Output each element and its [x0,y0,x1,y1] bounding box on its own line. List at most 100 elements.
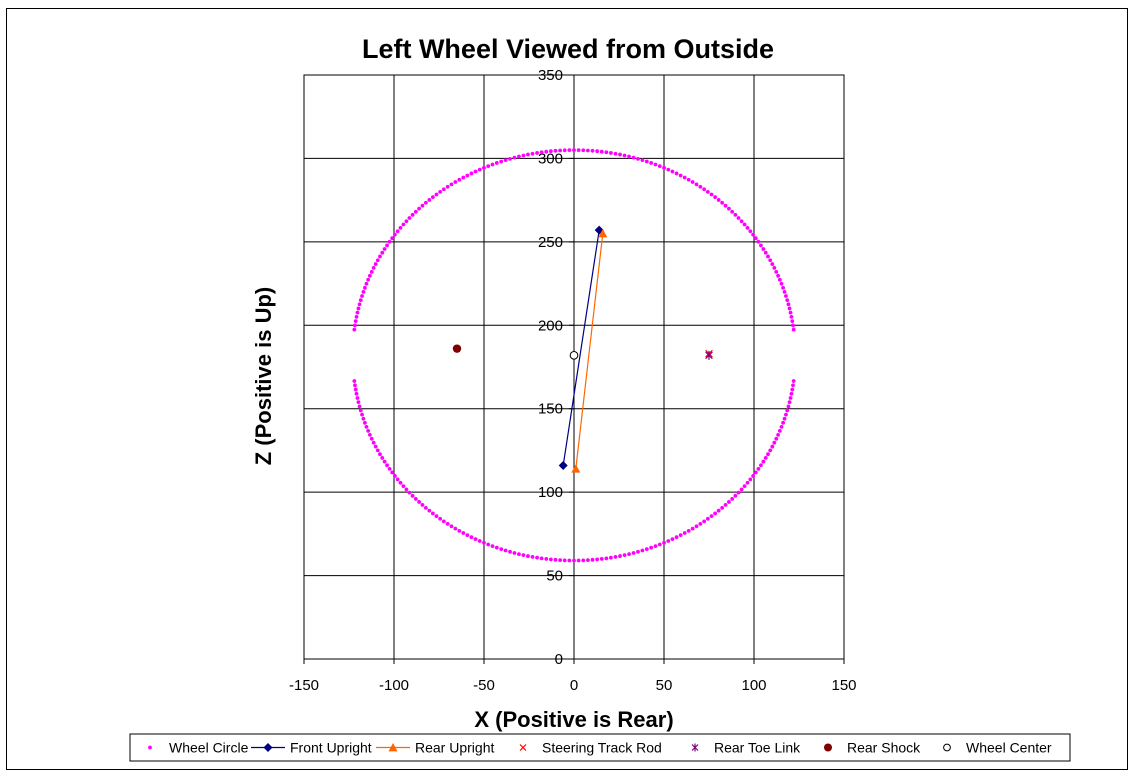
wheel-circle-point [434,192,439,197]
wheel-circle-point [517,154,521,159]
wheel-circle-point [508,549,512,554]
wheel-circle-point [674,171,679,176]
wheel-circle-point [385,243,389,248]
wheel-circle-point [653,162,658,167]
wheel-circle-point [465,533,470,538]
wheel-circle-point [375,258,380,263]
wheel-circle-point [530,555,535,559]
wheel-circle-point [670,537,675,542]
wheel-circle-point [461,531,466,535]
wheel-circle-point [788,396,793,400]
wheel-circle-point [366,428,371,433]
y-tick-label: 150 [538,401,563,418]
wheel-circle-point [369,269,374,274]
wheel-circle-point [786,302,791,307]
wheel-circle-point [356,400,361,405]
wheel-circle-point [548,557,553,562]
wheel-circle-point [640,548,645,553]
wheel-circle-point [631,155,636,160]
wheel-circle-point [438,516,443,521]
wheel-circle-point [618,152,622,157]
wheel-circle-point [465,173,470,178]
wheel-circle-point [363,285,367,290]
wheel-circle-point [553,148,558,153]
wheel-circle-point [609,555,613,560]
wheel-circle-point [674,535,679,540]
wheel-circle-point [774,436,779,441]
legend-label-rear-toe-link: Rear Toe Link [714,740,801,756]
wheel-circle-point [720,505,725,510]
y-tick-label: 350 [538,67,563,84]
wheel-circle-point [636,156,640,161]
wheel-circle-point [521,153,526,158]
wheel-circle-point [469,535,474,540]
wheel-circle-point [380,250,385,255]
wheel-circle-point [355,396,360,400]
wheel-circle-point [420,503,425,507]
wheel-circle-point [404,487,409,492]
wheel-circle-point [763,250,768,255]
wheel-circle-point [354,391,359,396]
wheel-circle-point [770,444,775,449]
wheel-circle-point [784,412,788,417]
wheel-circle-point [398,480,403,485]
wheel-circle-point [441,187,446,192]
wheel-circle-point [526,554,530,558]
wheel-circle-point [401,484,406,489]
wheel-circle-point [736,490,741,495]
y-tick-label: 300 [538,150,563,167]
wheel-circle-point [777,428,782,433]
wheel-circle-point [512,551,517,555]
wheel-circle-point [709,514,714,519]
wheel-circle-point [644,547,649,552]
wheel-circle-point [713,195,718,200]
wheel-circle-point [782,289,787,294]
x-tick-label: -100 [379,677,409,694]
wheel-circle-point [789,391,794,396]
wheel-circle-point [354,314,359,319]
wheel-circle-point [553,557,558,562]
wheel-circle-point [385,463,389,468]
wheel-circle-point [787,400,792,405]
legend-label-front-upright: Front Upright [290,740,372,756]
wheel-circle-point [759,463,763,468]
wheel-circle-point [723,203,728,208]
legend-marker-wheel-center [943,743,951,752]
legend-marker-steering-track-rod [519,744,527,751]
y-tick-label: 50 [546,568,563,585]
wheel-circle-point [666,167,671,172]
wheel-circle-point [791,379,796,383]
wheel-circle-point [390,470,395,475]
wheel-circle-point [473,169,478,174]
wheel-circle-point [357,302,362,307]
wheel-circle-point [756,239,761,244]
wheel-circle-point [548,149,553,154]
wheel-circle-point [786,404,791,409]
wheel-circle-point [690,526,695,531]
front-upright-point [558,460,568,470]
wheel-circle-point [670,169,675,174]
wheel-circle-point [770,262,775,266]
wheel-circle-point [361,416,366,421]
wheel-circle-point [613,151,618,156]
legend-marker-wheel-circle [148,745,152,750]
wheel-circle-point [364,281,369,286]
wheel-circle-point [387,239,392,244]
x-tick-label: -50 [473,677,495,694]
wheel-circle-point [686,177,691,182]
wheel-circle-point [369,436,374,441]
wheel-circle-point [373,262,378,266]
wheel-circle-point [756,466,761,471]
y-axis-title: Z (Positive is Up) [251,287,276,465]
wheel-circle-point [733,212,738,217]
wheel-circle-point [791,327,796,332]
wheel-circle-point [690,180,695,184]
wheel-circle-point [517,552,521,557]
wheel-circle-point [716,508,721,513]
wheel-circle-point [787,306,792,311]
wheel-circle-point [609,151,613,155]
wheel-circle-point [441,519,446,524]
wheel-circle-point [599,557,604,561]
wheel-circle-point [781,420,785,425]
wheel-circle-point [705,516,710,521]
